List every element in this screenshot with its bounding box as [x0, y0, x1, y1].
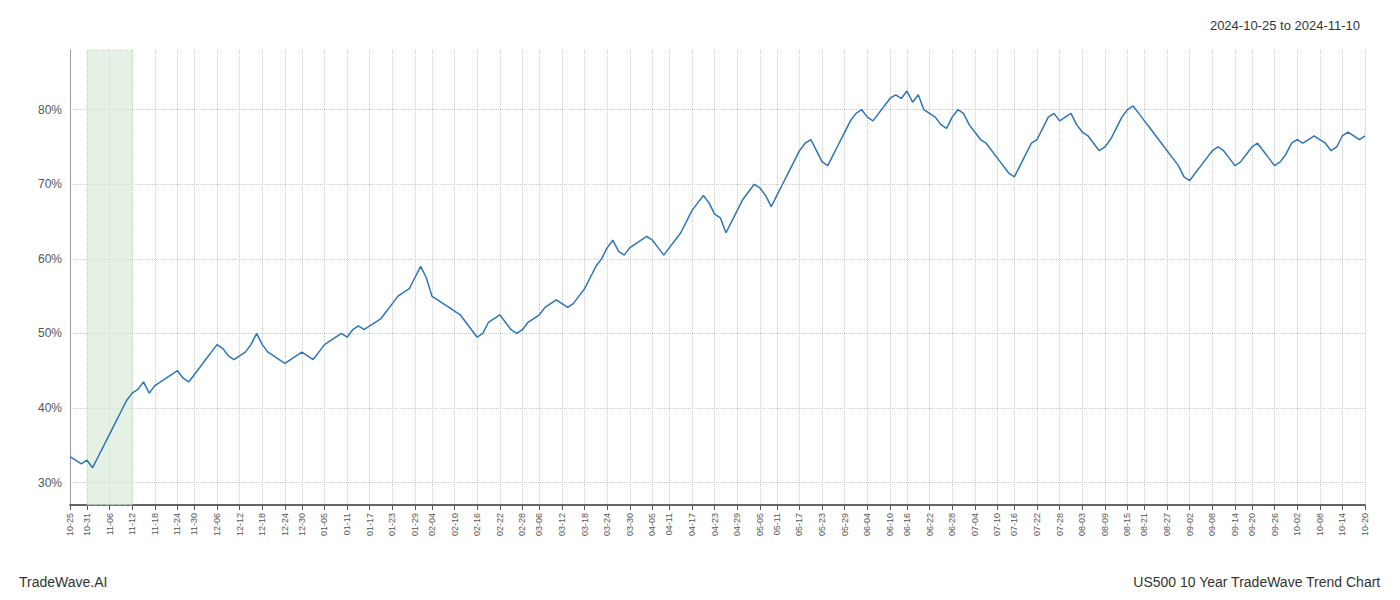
svg-text:06-28: 06-28	[947, 513, 957, 536]
svg-text:12-30: 12-30	[297, 513, 307, 536]
svg-text:01-17: 01-17	[365, 513, 375, 536]
svg-text:12-06: 12-06	[212, 513, 222, 536]
svg-text:08-15: 08-15	[1122, 513, 1132, 536]
svg-text:10-31: 10-31	[82, 513, 92, 536]
svg-text:08-03: 08-03	[1077, 513, 1087, 536]
svg-text:03-12: 03-12	[557, 513, 567, 536]
svg-text:02-16: 02-16	[472, 513, 482, 536]
svg-text:11-30: 11-30	[189, 513, 199, 535]
svg-text:11-18: 11-18	[150, 513, 160, 535]
svg-text:02-28: 02-28	[517, 513, 527, 536]
svg-text:01-11: 01-11	[342, 513, 352, 535]
svg-text:TradeWave.AI: TradeWave.AI	[19, 574, 107, 590]
svg-text:04-05: 04-05	[647, 513, 657, 536]
svg-text:05-23: 05-23	[817, 513, 827, 536]
svg-text:04-17: 04-17	[687, 513, 697, 536]
svg-text:01-29: 01-29	[410, 513, 420, 536]
svg-text:03-30: 03-30	[625, 513, 635, 536]
svg-text:07-16: 07-16	[1009, 513, 1019, 536]
svg-text:09-26: 09-26	[1270, 513, 1280, 536]
svg-text:07-10: 07-10	[992, 513, 1002, 536]
svg-text:07-28: 07-28	[1055, 513, 1065, 536]
svg-text:10-08: 10-08	[1315, 513, 1325, 536]
svg-text:08-21: 08-21	[1139, 513, 1149, 536]
svg-text:07-04: 07-04	[970, 513, 980, 536]
svg-text:05-29: 05-29	[840, 513, 850, 536]
svg-text:70%: 70%	[38, 177, 62, 191]
svg-text:05-05: 05-05	[755, 513, 765, 536]
svg-text:06-16: 06-16	[902, 513, 912, 536]
svg-text:US500 10 Year TradeWave Trend: US500 10 Year TradeWave Trend Chart	[1133, 574, 1380, 590]
svg-text:08-09: 08-09	[1100, 513, 1110, 536]
svg-text:10-20: 10-20	[1360, 513, 1370, 536]
svg-text:11-06: 11-06	[105, 513, 115, 535]
svg-text:09-08: 09-08	[1207, 513, 1217, 536]
svg-text:04-29: 04-29	[732, 513, 742, 536]
svg-text:10-25: 10-25	[65, 513, 75, 536]
svg-text:60%: 60%	[38, 252, 62, 266]
svg-text:12-12: 12-12	[235, 513, 245, 536]
svg-text:10-14: 10-14	[1337, 513, 1347, 536]
svg-text:04-23: 04-23	[710, 513, 720, 536]
svg-text:05-17: 05-17	[794, 513, 804, 536]
svg-text:11-24: 11-24	[172, 513, 182, 535]
svg-text:03-18: 03-18	[580, 513, 590, 536]
svg-text:2024-10-25 to 2024-11-10: 2024-10-25 to 2024-11-10	[1210, 18, 1360, 33]
svg-text:80%: 80%	[38, 103, 62, 117]
svg-text:40%: 40%	[38, 401, 62, 415]
svg-text:30%: 30%	[38, 476, 62, 490]
svg-text:08-27: 08-27	[1162, 513, 1172, 536]
svg-text:03-24: 03-24	[602, 513, 612, 536]
svg-text:03-06: 03-06	[534, 513, 544, 536]
svg-text:09-14: 09-14	[1230, 513, 1240, 536]
svg-text:02-04: 02-04	[427, 513, 437, 536]
svg-text:02-22: 02-22	[495, 513, 505, 536]
svg-text:05-11: 05-11	[772, 513, 782, 535]
svg-text:06-04: 06-04	[862, 513, 872, 536]
svg-text:12-18: 12-18	[257, 513, 267, 536]
svg-text:01-23: 01-23	[387, 513, 397, 536]
svg-text:04-11: 04-11	[664, 513, 674, 535]
svg-text:07-22: 07-22	[1032, 513, 1042, 536]
svg-text:06-10: 06-10	[885, 513, 895, 536]
svg-text:12-24: 12-24	[280, 513, 290, 536]
svg-text:50%: 50%	[38, 326, 62, 340]
svg-text:10-02: 10-02	[1292, 513, 1302, 536]
svg-text:09-20: 09-20	[1247, 513, 1257, 536]
svg-text:11-12: 11-12	[127, 513, 137, 535]
svg-text:06-22: 06-22	[925, 513, 935, 536]
svg-text:09-02: 09-02	[1185, 513, 1195, 536]
svg-text:02-10: 02-10	[450, 513, 460, 536]
svg-text:01-05: 01-05	[319, 513, 329, 536]
